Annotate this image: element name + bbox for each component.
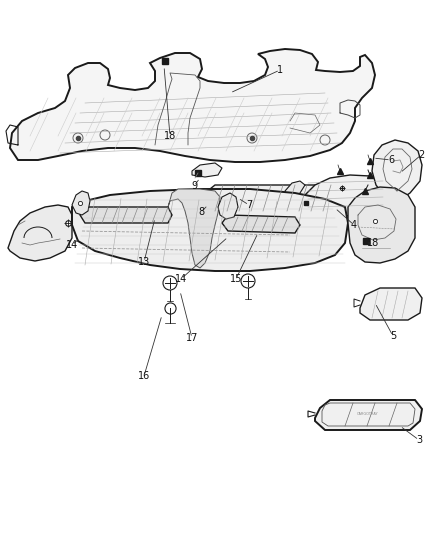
Text: 18: 18 xyxy=(164,131,176,141)
Polygon shape xyxy=(8,205,72,261)
Polygon shape xyxy=(218,193,238,219)
Polygon shape xyxy=(300,175,388,217)
Polygon shape xyxy=(72,191,90,215)
Polygon shape xyxy=(372,140,422,203)
Text: 17: 17 xyxy=(186,333,198,343)
Text: 18: 18 xyxy=(367,238,379,248)
Polygon shape xyxy=(360,288,422,320)
Polygon shape xyxy=(300,197,312,207)
Polygon shape xyxy=(315,400,422,430)
Text: 5: 5 xyxy=(390,331,396,341)
Text: 14: 14 xyxy=(66,240,78,250)
Text: 14: 14 xyxy=(175,274,187,284)
Text: 8: 8 xyxy=(198,207,204,217)
Text: 2: 2 xyxy=(418,150,424,160)
Polygon shape xyxy=(168,189,220,268)
Polygon shape xyxy=(222,215,300,233)
Text: 7: 7 xyxy=(246,200,252,210)
Text: 16: 16 xyxy=(138,371,150,381)
Polygon shape xyxy=(192,163,222,177)
Text: 15: 15 xyxy=(230,274,242,284)
Polygon shape xyxy=(10,49,375,162)
Text: 13: 13 xyxy=(138,257,150,267)
Text: 3: 3 xyxy=(416,435,422,445)
Text: 1: 1 xyxy=(277,65,283,75)
Text: 9: 9 xyxy=(191,181,197,191)
Text: CARGOTRAY: CARGOTRAY xyxy=(357,412,379,416)
Text: 4: 4 xyxy=(351,220,357,230)
Polygon shape xyxy=(80,207,172,223)
Polygon shape xyxy=(285,181,305,201)
Text: 6: 6 xyxy=(388,155,394,165)
Polygon shape xyxy=(200,185,345,211)
Polygon shape xyxy=(72,189,348,271)
Polygon shape xyxy=(348,187,415,263)
